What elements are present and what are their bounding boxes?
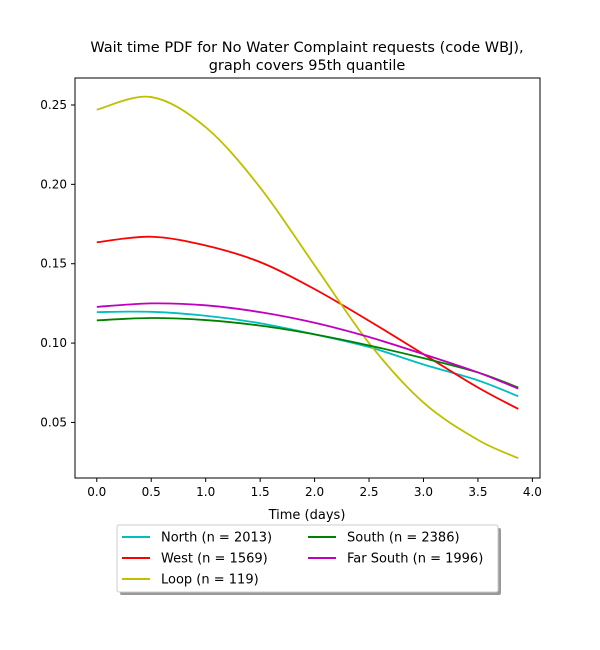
- y-tick-label: 0.20: [40, 177, 67, 191]
- x-tick-label: 0.5: [142, 485, 161, 499]
- chart-subtitle: graph covers 95th quantile: [209, 58, 406, 74]
- series-line-2: [96, 95, 519, 459]
- plot-frame: [74, 77, 541, 479]
- legend-label: North (n = 2013): [161, 531, 272, 546]
- x-tick-label: 2.0: [305, 485, 324, 499]
- series-line-4: [96, 302, 519, 390]
- x-tick-label: 4.0: [523, 485, 542, 499]
- y-tick-label: 0.15: [40, 257, 67, 271]
- legend-label: South (n = 2386): [347, 531, 460, 546]
- legend-label: Loop (n = 119): [161, 573, 259, 588]
- legend-box: [116, 524, 499, 593]
- x-tick-label: 1.5: [251, 485, 270, 499]
- y-tick-label: 0.10: [40, 336, 67, 350]
- y-tick-label: 0.05: [40, 415, 67, 429]
- series-lines: [96, 95, 519, 459]
- plot-area: 0.0 0.5 1.0 1.5 2.0 2.5 3.0 3.5 4.0 0.05 0.10 0.15…: [40, 77, 542, 499]
- x-tick-label: 3.0: [414, 485, 433, 499]
- x-axis: 0.0 0.5 1.0 1.5 2.0 2.5 3.0 3.5 4.0: [87, 478, 542, 499]
- legend-label: West (n = 1569): [161, 552, 268, 567]
- x-tick-label: 0.0: [87, 485, 106, 499]
- legend: North (n = 2013) West (n = 1569) Loop (n =…: [116, 524, 501, 595]
- x-tick-label: 2.5: [359, 485, 378, 499]
- x-tick-label: 3.5: [468, 485, 487, 499]
- y-axis: 0.05 0.10 0.15 0.20 0.25: [40, 98, 75, 429]
- legend-label: Far South (n = 1996): [347, 552, 483, 567]
- legend-entries: North (n = 2013) West (n = 1569) Loop (n =…: [122, 531, 483, 588]
- x-tick-label: 1.0: [196, 485, 215, 499]
- y-tick-label: 0.25: [40, 98, 67, 112]
- x-axis-label: Time (days): [268, 508, 346, 523]
- chart-title: Wait time PDF for No Water Complaint req…: [90, 40, 523, 56]
- series-line-1: [96, 235, 519, 410]
